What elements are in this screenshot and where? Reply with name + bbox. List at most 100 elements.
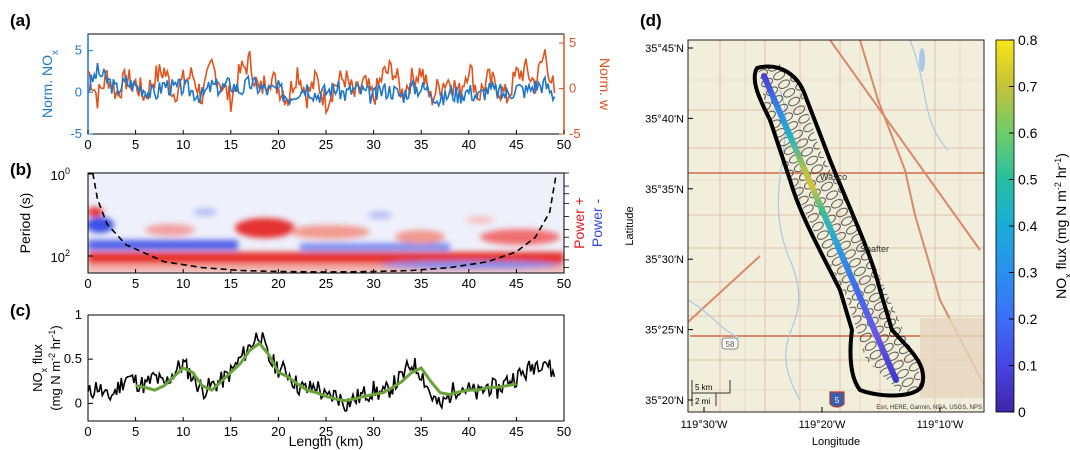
highways [688, 40, 984, 386]
x-tick-label: 10 [176, 137, 190, 152]
left-tick-label: -5 [70, 126, 82, 141]
colorbar: 0.8 0.7 0.6 0.5 0.4 0.3 0.2 0.1 0 NOx flux (mg N… [995, 32, 1070, 420]
colorbar-tick-label: 0.1 [1018, 358, 1038, 374]
right-tick-label: -5 [569, 126, 581, 141]
panel-c-frame [87, 314, 565, 422]
x-tick-label: 45 [509, 137, 523, 152]
y-tick-label: 0 [75, 395, 82, 410]
latitude-tick-label: 35°20'N [645, 395, 684, 407]
x-tick-label: 50 [557, 137, 571, 152]
x-tick-label: 15 [224, 424, 238, 439]
panel-a: 0 5 10 15 20 25 30 35 40 45 50 50-5 50-5 Norm. NOx… [39, 33, 613, 152]
y-tick-label: 1 [75, 307, 82, 322]
route-58-label: 58 [726, 340, 735, 349]
panel-b-label: (b) [10, 160, 32, 179]
x-tick-label: 0 [84, 137, 91, 152]
x-tick-label: 40 [462, 424, 476, 439]
panel-c-x-ticks: 0 5 10 15 20 25 30 35 40 45 50 [84, 417, 571, 439]
map-x-label: Longitude [812, 436, 860, 448]
x-tick-label: 5 [132, 137, 139, 152]
right-tick-label: 0 [569, 81, 576, 96]
colorbar-label: NOx flux (mg N m-2 hr-1) [1053, 153, 1070, 299]
colorbar-tick-label: 0 [1018, 404, 1026, 420]
longitude-tick-label: 119°30'W [681, 419, 728, 431]
legend-power-pos: Power + [571, 197, 587, 249]
x-tick-label: 30 [366, 276, 380, 291]
x-tick-label: 50 [557, 276, 571, 291]
colorbar-tick-label: 0.8 [1018, 32, 1038, 48]
series-nox-flux [87, 332, 556, 412]
x-tick-label: 30 [366, 137, 380, 152]
panel-a-left-ticks: 5 0 -5 [70, 43, 93, 141]
scale-km: 5 km [695, 383, 713, 392]
latitude-tick-label: 35°30'N [645, 254, 684, 266]
flux-footprints [758, 64, 922, 392]
panel-a-label: (a) [10, 11, 31, 30]
x-tick-label: 35 [414, 137, 428, 152]
urban-area [920, 318, 984, 398]
x-tick-label: 30 [366, 424, 380, 439]
left-tick-label: 0 [75, 84, 82, 99]
panel-a-left-label: Norm. NOx [39, 50, 61, 118]
panel-b: 0 5 10 15 20 25 30 35 40 45 50 100 102 Period (s) … [17, 166, 605, 291]
colorbar-tick-label: 0.5 [1018, 172, 1038, 188]
panel-a-right-ticks: 5 0 -5 [559, 35, 581, 141]
map-attribution: Esri, HERE, Garmin, NGA, USGS, NPS [876, 405, 982, 411]
x-tick-label: 50 [557, 424, 571, 439]
x-tick-label: 45 [509, 424, 523, 439]
colorbar-tick-label: 0.3 [1018, 265, 1038, 281]
latitude-tick-label: 35°35'N [645, 184, 684, 196]
latitude-tick-label: 35°40'N [645, 113, 684, 125]
x-tick-label: 25 [319, 424, 333, 439]
series-smoothed-flux [135, 341, 517, 403]
colorbar-tick-label: 0.2 [1018, 311, 1038, 327]
panel-c-y-label-1: NOx flux [30, 344, 49, 392]
series-norm-w [87, 49, 556, 116]
panel-b-x-ticks: 0 5 10 15 20 25 30 35 40 45 50 [84, 269, 571, 291]
x-tick-label: 40 [462, 276, 476, 291]
panel-b-right-ticks [564, 172, 569, 268]
x-tick-label: 35 [414, 276, 428, 291]
latitude-tick-label: 35°25'N [645, 325, 684, 337]
series-norm-nox [87, 62, 556, 108]
footprint-outline [752, 64, 926, 398]
latitude-tick-label: 35°45'N [645, 43, 684, 55]
road-grid [688, 40, 984, 412]
x-tick-label: 20 [271, 137, 285, 152]
scale-mi: 2 mi [695, 397, 710, 406]
x-tick-label: 35 [414, 424, 428, 439]
flight-track [761, 73, 899, 383]
x-tick-label: 10 [176, 276, 190, 291]
longitude-tick-label: 119°20'W [799, 419, 846, 431]
x-tick-label: 10 [176, 424, 190, 439]
colorbar-tick-label: 0.4 [1018, 218, 1038, 234]
scale-bar: 5 km 2 mi [691, 380, 731, 406]
colorbar-ticks: 0.8 0.7 0.6 0.5 0.4 0.3 0.2 0.1 0 [1009, 32, 1038, 420]
colorbar-tick-label: 0.7 [1018, 79, 1038, 95]
x-tick-label: 20 [271, 276, 285, 291]
panel-d-map: Wasco Shafter 58 5 5 km 2 mi Esri, HERE,… [624, 39, 985, 448]
longitude-ticks: 119°30'W 119°20'W 119°10'W [681, 407, 964, 431]
x-tick-label: 5 [132, 276, 139, 291]
panel-c-y-ticks: 10.50 [64, 307, 93, 410]
panel-c-label: (c) [10, 301, 31, 320]
map-frame [687, 39, 985, 413]
x-tick-label: 25 [319, 137, 333, 152]
legend-power-neg: Power - [589, 199, 605, 248]
panel-b-y-label: Period (s) [17, 193, 33, 254]
panel-c-y-label-2: (mg N m-2 hr-1) [47, 325, 63, 410]
x-tick-label: 15 [224, 137, 238, 152]
panel-a-right-label: Norm. w [597, 58, 613, 111]
interstate-5-shield [829, 391, 845, 408]
right-tick-label: 5 [569, 35, 576, 50]
x-tick-label: 0 [84, 276, 91, 291]
panel-c: 0 5 10 15 20 25 30 35 40 45 50 10.50 NOx flux (mg … [30, 307, 571, 449]
y-tick-label: 0.5 [64, 351, 82, 366]
route-58-shield [721, 337, 739, 350]
x-tick-label: 40 [462, 137, 476, 152]
x-tick-label: 0 [84, 424, 91, 439]
panel-d-label: (d) [640, 11, 662, 30]
panel-c-x-label: Length (km) [289, 433, 364, 449]
interstate-5-label: 5 [835, 396, 840, 405]
